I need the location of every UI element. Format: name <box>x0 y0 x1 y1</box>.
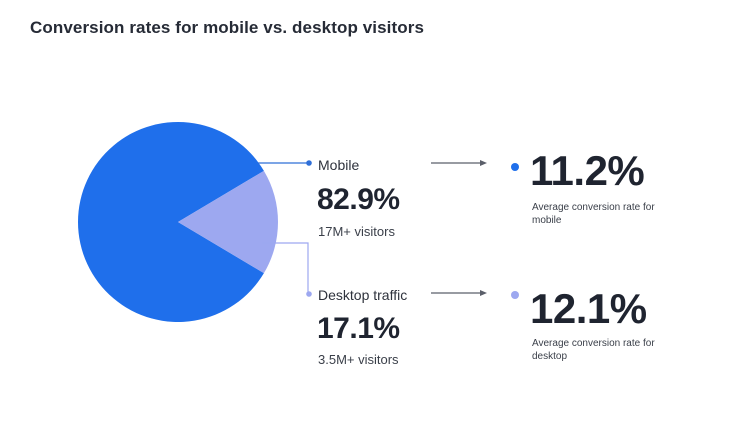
visitors-mobile: 17M+ visitors <box>318 224 395 239</box>
legend-label-mobile: Mobile <box>318 157 360 173</box>
legend-label-desktop: Desktop traffic <box>318 287 408 303</box>
share-value-mobile: 82.9% <box>317 183 400 216</box>
mobile-dot-icon <box>511 163 519 171</box>
pie-slice-desktop <box>178 170 278 274</box>
conversion-desc-desktop: Average conversion rate for desktop <box>532 338 655 362</box>
pie-slice-mobile <box>77 121 264 322</box>
visitors-desktop: 3.5M+ visitors <box>318 352 399 367</box>
conversion-rate-desktop: 12.1% <box>530 285 647 332</box>
chart-title: Conversion rates for mobile vs. desktop … <box>30 18 425 37</box>
share-value-desktop: 17.1% <box>317 312 400 345</box>
conversion-rate-mobile: 11.2% <box>530 147 645 194</box>
arrow-mobile-head <box>480 160 487 166</box>
desktop-dot-icon <box>511 291 519 299</box>
arrow-desktop-head <box>480 290 487 296</box>
leader-dot-desktop <box>306 291 312 297</box>
leader-line-desktop <box>262 242 309 293</box>
conversion-desc-mobile: Average conversion rate for mobile <box>532 202 655 226</box>
leader-dot-mobile <box>306 160 312 166</box>
